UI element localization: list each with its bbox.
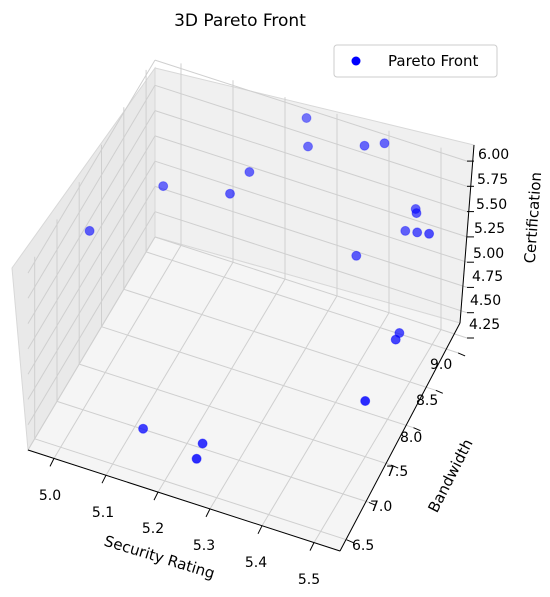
certification-axis-label: Certification xyxy=(521,171,545,264)
grid-line xyxy=(53,245,182,459)
grid-line xyxy=(34,438,347,541)
grid-line xyxy=(154,236,468,339)
bandwidth-tick-label: 6.5 xyxy=(352,538,374,554)
bandwidth-tick-labels: 6.5 7.0 7.5 8.0 8.5 9.0 xyxy=(352,357,452,554)
grid-line xyxy=(261,312,390,527)
security-rating-tick-label: 5.3 xyxy=(193,538,215,554)
grid-line xyxy=(79,363,392,466)
scatter-point xyxy=(138,423,149,434)
legend: Pareto Front xyxy=(333,44,498,78)
security-rating-tick-label: 5.4 xyxy=(245,555,267,571)
scatter-point xyxy=(390,334,401,345)
scatter-point xyxy=(379,138,390,149)
3d-axes xyxy=(11,59,475,552)
security-axis-line xyxy=(27,449,341,552)
grid-line xyxy=(56,400,370,503)
scatter-point xyxy=(351,250,362,261)
legend-marker xyxy=(351,56,361,66)
scatter-points xyxy=(84,113,435,464)
certification-axis-line xyxy=(459,144,475,324)
scatter-point xyxy=(244,167,255,177)
scatter-point xyxy=(191,453,202,464)
scatter-point xyxy=(411,208,422,219)
grid-line xyxy=(154,185,468,288)
scatter-point xyxy=(197,438,208,449)
grid-line xyxy=(123,288,436,391)
grid-line xyxy=(154,59,468,162)
certification-tick-label: 5.75 xyxy=(477,172,508,188)
grid-line xyxy=(313,329,442,543)
tick-mark xyxy=(435,389,443,394)
grid-line xyxy=(209,295,338,510)
security-rating-tick-label: 5.1 xyxy=(92,505,114,521)
axis-edges xyxy=(27,144,475,552)
grid-line xyxy=(157,278,286,493)
tick-mark xyxy=(49,458,55,467)
security-rating-tick-label: 5.0 xyxy=(39,488,61,504)
certification-tick-label: 5.25 xyxy=(474,221,505,237)
security-rating-tick-label: 5.5 xyxy=(298,572,320,588)
grid-line xyxy=(27,211,156,425)
certification-tick-labels: 4.25 4.50 4.75 5.00 5.25 5.50 5.75 6.00 xyxy=(469,147,509,333)
scatter-point xyxy=(400,225,411,236)
tick-mark xyxy=(205,508,211,518)
bandwidth-tick-label: 7.0 xyxy=(370,499,392,515)
scatter-point xyxy=(158,181,169,192)
scatter-point xyxy=(84,225,95,236)
bandwidth-axis-label: Bandwidth xyxy=(424,436,476,515)
scatter-point xyxy=(360,396,371,406)
scatter-point xyxy=(225,188,235,199)
bandwidth-tick-label: 9.0 xyxy=(430,357,452,373)
certification-tick-label: 5.00 xyxy=(473,246,504,262)
tick-mark xyxy=(391,464,399,469)
grid-line xyxy=(27,236,156,451)
bandwidth-tick-label: 7.5 xyxy=(386,464,408,480)
grid-line xyxy=(154,110,468,213)
certification-tick-label: 4.25 xyxy=(469,317,500,333)
tick-mark xyxy=(413,427,421,432)
bandwidth-axis-line xyxy=(339,322,461,552)
grid-lines xyxy=(27,59,468,543)
tick-mark xyxy=(153,491,159,501)
legend-box xyxy=(333,44,498,78)
grid-line xyxy=(101,326,414,429)
grid-line xyxy=(154,135,468,238)
grid-line xyxy=(105,261,234,476)
grid-line xyxy=(154,211,468,314)
tick-marks xyxy=(49,160,474,551)
panes xyxy=(11,66,475,552)
grid-line xyxy=(27,85,156,299)
security-rating-tick-label: 5.2 xyxy=(142,521,164,537)
legend-label: Pareto Front xyxy=(388,52,479,70)
chart-title: 3D Pareto Front xyxy=(174,11,306,31)
grid-line xyxy=(27,135,156,350)
certification-tick-label: 6.00 xyxy=(478,147,509,163)
certification-tick-label: 4.75 xyxy=(472,269,503,285)
bandwidth-tick-label: 8.0 xyxy=(400,430,422,446)
grid-line xyxy=(27,160,156,375)
certification-tick-label: 4.50 xyxy=(470,293,501,309)
bandwidth-tick-label: 8.5 xyxy=(416,393,438,409)
tick-mark xyxy=(257,525,263,535)
tick-mark xyxy=(368,501,377,506)
tick-mark xyxy=(101,474,107,484)
scatter-point xyxy=(359,140,370,151)
scatter-point xyxy=(412,227,423,238)
grid-line xyxy=(27,110,156,324)
tick-mark xyxy=(309,542,315,551)
grid-line xyxy=(145,251,459,354)
scatter-point xyxy=(301,113,312,123)
grid-line xyxy=(154,84,468,187)
scatter-point xyxy=(424,228,435,239)
grid-line xyxy=(27,59,156,274)
certification-tick-label: 5.50 xyxy=(476,197,507,213)
grid-line xyxy=(27,186,156,400)
grid-line xyxy=(154,160,468,263)
tick-mark xyxy=(457,352,466,357)
security-rating-tick-labels: 5.0 5.1 5.2 5.3 5.4 5.5 xyxy=(39,488,320,588)
tick-mark xyxy=(346,539,354,544)
scatter-point xyxy=(303,141,313,152)
